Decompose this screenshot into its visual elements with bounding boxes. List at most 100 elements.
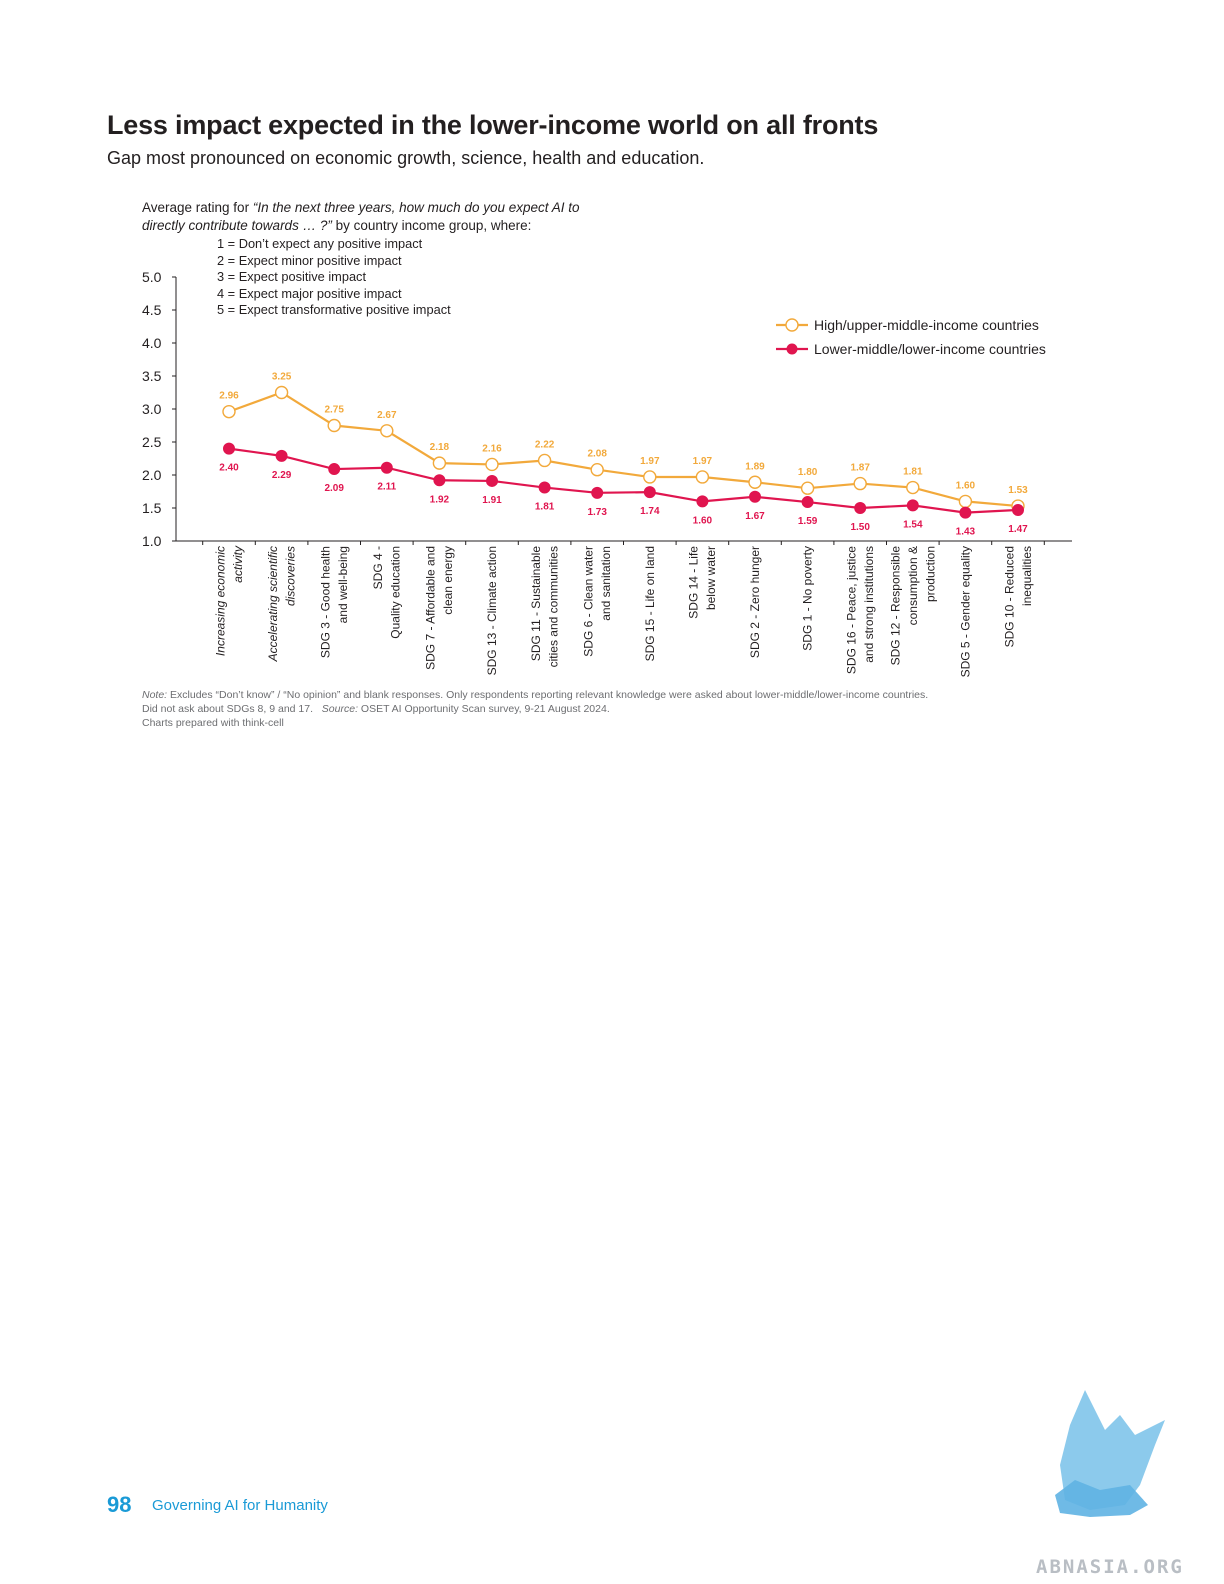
rating-scale: 1 = Don’t expect any positive impact 2 =… [217, 236, 451, 319]
data-label: 1.73 [587, 507, 607, 518]
data-label: 2.75 [324, 405, 344, 416]
intro-prefix: Average rating for [142, 200, 253, 215]
scale-item-4: 4 = Expect major positive impact [217, 285, 402, 301]
chart-notes: Note: Excludes “Don’t know” / “No opinio… [142, 688, 1042, 730]
x-category-label: clean energy [441, 546, 455, 615]
y-tick-label: 4.5 [142, 302, 162, 318]
x-category-label: and well-being [336, 546, 350, 623]
line-chart: 1.0 1.5 2.0 2.5 3.0 3.5 4.0 4.5 5.0 Increasing ec… [142, 269, 1072, 677]
x-category-label: SDG 14 - Life [687, 546, 701, 619]
data-label: 1.60 [956, 480, 976, 491]
high-income-point [327, 418, 341, 433]
data-label: 3.25 [272, 372, 292, 383]
data-label: 1.92 [430, 494, 450, 505]
low-income-point [486, 474, 498, 487]
high-income-point [853, 476, 867, 491]
data-label: 2.40 [219, 463, 239, 474]
low-income-point [433, 474, 446, 487]
high-income-point [537, 453, 552, 468]
scale-item-5: 5 = Expect transformative positive impac… [217, 302, 451, 318]
data-label: 1.53 [1008, 485, 1028, 496]
data-label: 1.89 [745, 461, 765, 472]
scale-item-3: 3 = Expect positive impact [217, 269, 367, 285]
x-category-label: SDG 15 - Life on land [643, 546, 657, 661]
x-category-label: SDG 3 - Good health [318, 546, 332, 658]
data-label: 2.67 [377, 410, 397, 421]
high-income-point [380, 424, 394, 438]
x-category-label: discoveries [283, 546, 297, 606]
high-income-point [906, 480, 920, 495]
low-income-point [1012, 503, 1024, 516]
data-label: 1.60 [693, 515, 713, 526]
data-label: 1.59 [798, 516, 818, 527]
note-line-3: Charts prepared with think-cell [142, 717, 284, 729]
note-line: Note: Excludes “Don’t know” / “No opinio… [142, 688, 1042, 702]
data-label: 2.29 [272, 470, 292, 481]
note-sdgs: Did not ask about SDGs 8, 9 and 17. [142, 703, 314, 715]
note-text: Excludes “Don’t know” / “No opinion” and… [167, 689, 929, 701]
data-label: 1.91 [482, 495, 502, 506]
source-label: Source: [321, 703, 358, 715]
x-category-label: and strong institutions [862, 546, 876, 663]
low-income-point [906, 499, 919, 512]
high-income-point [800, 481, 815, 495]
publication-name: Governing AI for Humanity [152, 1497, 328, 1514]
x-category-label: SDG 1 - No poverty [801, 546, 815, 651]
high-income-point [748, 475, 762, 489]
y-tick-label: 3.0 [142, 401, 162, 417]
x-category-label: SDG 5 - Gender equality [958, 546, 972, 677]
x-category-label: consumption & [906, 546, 920, 625]
high-income-point [432, 456, 447, 470]
scale-item-2: 2 = Expect minor positive impact [217, 252, 402, 268]
data-label: 2.09 [324, 483, 344, 494]
source-text: OSET AI Opportunity Scan survey, 9-21 Au… [357, 703, 610, 715]
x-category-label: SDG 7 - Affordable and [424, 546, 438, 670]
legend-marker-high-income [785, 318, 799, 332]
low-income-point [223, 442, 235, 455]
x-category-label: activity [231, 545, 245, 583]
x-category-label: SDG 10 - Reduced [1002, 546, 1016, 647]
high-income-point [485, 457, 499, 472]
page-subtitle: Gap most pronounced on economic growth, … [107, 148, 705, 168]
high-income-point [590, 463, 604, 477]
data-label: 1.97 [640, 456, 660, 467]
x-category-label: production [923, 546, 937, 602]
x-category-label: SDG 13 - Climate action [485, 546, 499, 675]
data-label: 1.81 [903, 467, 923, 478]
scale-item-1: 1 = Don’t expect any positive impact [217, 236, 423, 251]
high-income-point [695, 470, 710, 484]
y-tick-label: 3.5 [142, 368, 162, 384]
data-label: 1.80 [798, 467, 818, 478]
y-tick-label: 1.5 [142, 500, 162, 516]
x-category-label: and sanitation [599, 546, 613, 621]
data-label: 1.43 [956, 527, 976, 538]
y-tick-label: 4.0 [142, 335, 162, 351]
x-category-label: SDG 12 - Responsible [888, 546, 902, 666]
x-category-label: SDG 6 - Clean water [581, 546, 595, 657]
low-income-point [591, 486, 604, 499]
data-label: 2.16 [482, 443, 502, 454]
x-category-label: inequalities [1020, 546, 1034, 606]
low-income-point [380, 461, 393, 474]
low-income-point [854, 502, 867, 514]
data-label: 1.87 [850, 463, 870, 474]
page-title: Less impact expected in the lower-income… [107, 110, 879, 140]
series-line-low-income [228, 447, 1019, 514]
data-label: 1.74 [640, 506, 660, 517]
intro-question: “In the next three years, how much do yo… [142, 200, 580, 233]
data-label: 2.18 [430, 442, 450, 453]
low-income-point [538, 481, 551, 494]
data-label: 2.08 [587, 449, 607, 460]
data-label: 1.54 [903, 519, 923, 530]
x-category-label: SDG 2 - Zero hunger [748, 546, 762, 658]
data-label: 1.97 [693, 456, 713, 467]
low-income-point [801, 496, 814, 509]
low-income-point [749, 490, 761, 503]
legend-marker-low-income [786, 343, 798, 355]
low-income-point [328, 463, 341, 476]
legend-label: Lower-middle/lower-income countries [814, 341, 1046, 357]
low-income-point [275, 449, 288, 462]
low-income-point [959, 506, 972, 519]
low-income-point [696, 495, 709, 508]
high-income-point [222, 404, 236, 419]
